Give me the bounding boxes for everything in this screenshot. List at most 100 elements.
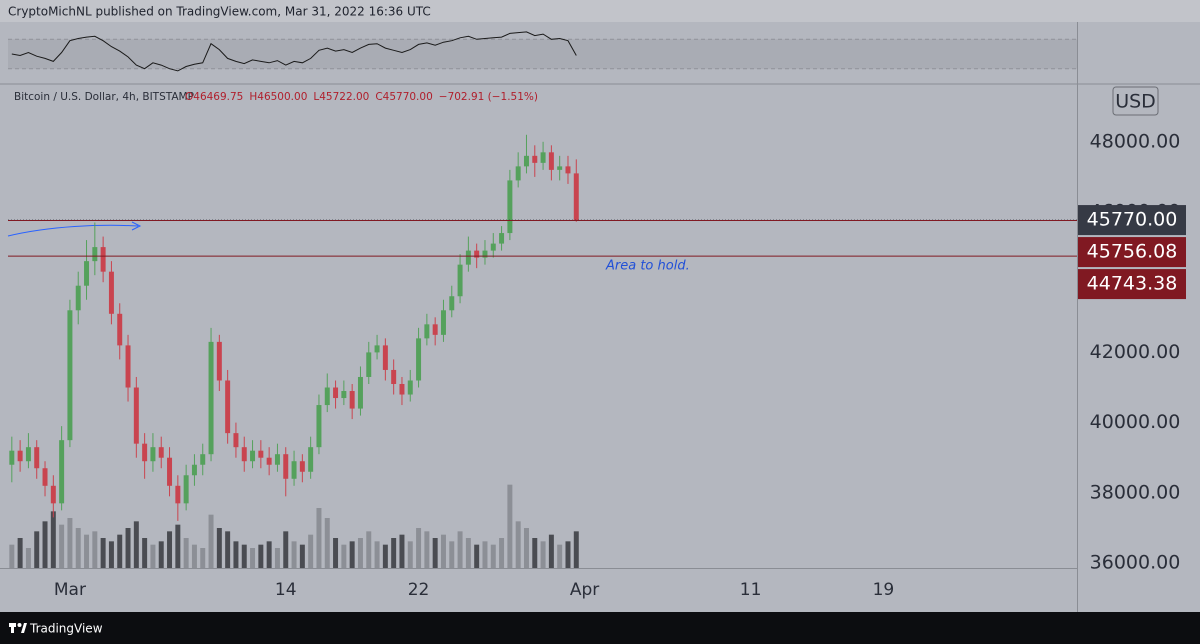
volume-bar xyxy=(25,548,31,568)
candle-body xyxy=(341,391,347,399)
volume-bar xyxy=(499,538,505,568)
volume-bar xyxy=(565,541,571,568)
candle-body xyxy=(216,341,222,381)
volume-bar xyxy=(75,528,81,568)
symbol: Bitcoin / U.S. Dollar, 4h, BITSTAMP xyxy=(14,91,194,103)
volume-bar xyxy=(432,538,438,568)
candle-body xyxy=(59,440,65,504)
volume-bar xyxy=(142,538,148,568)
candle-body xyxy=(167,457,173,486)
candle-body xyxy=(100,247,106,272)
candle-body xyxy=(133,387,139,444)
volume-bar xyxy=(42,521,48,568)
volume-bar xyxy=(167,531,173,568)
volume-bar xyxy=(216,528,222,568)
ohlc-legend: O46469.75 H46500.00 L45722.00 C45770.00 −702… xyxy=(185,91,538,103)
x-tick-label: 22 xyxy=(408,580,430,600)
footer-bar xyxy=(0,612,1200,644)
logo-part xyxy=(17,623,22,627)
candle-body xyxy=(407,380,413,395)
y-tick-label: 48000.00 xyxy=(1090,130,1181,152)
volume-bar xyxy=(349,541,355,568)
candle-body xyxy=(432,324,438,335)
volume-bar xyxy=(283,531,289,568)
volume-bar xyxy=(515,521,521,568)
arrow-head xyxy=(131,221,142,231)
volume-bar xyxy=(316,508,322,568)
candle-body xyxy=(399,383,405,395)
candle-body xyxy=(540,152,546,163)
candle-body xyxy=(233,433,239,448)
volume-bar xyxy=(158,541,164,568)
candle-body xyxy=(499,233,505,244)
candle-body xyxy=(507,180,513,234)
rsi-line xyxy=(11,31,577,72)
volume-bar xyxy=(258,544,264,568)
volume-bar xyxy=(50,511,56,568)
candle-body xyxy=(291,461,297,479)
volume-bar xyxy=(490,544,496,568)
volume-bar xyxy=(465,538,471,568)
price-label: 45756.08 xyxy=(1087,241,1178,263)
volume-bar xyxy=(117,534,123,568)
candle-body xyxy=(382,345,388,370)
rsi-band xyxy=(8,38,1077,70)
ohlc-value: O46469.75 xyxy=(185,91,243,103)
volume-bar xyxy=(416,528,422,568)
volume-bar xyxy=(100,538,106,568)
candle-body xyxy=(391,369,397,384)
x-tick-label: 11 xyxy=(740,580,762,600)
volume-bar xyxy=(59,524,65,568)
x-tick-label: Mar xyxy=(54,580,86,600)
candle-body xyxy=(416,338,422,381)
candle-body xyxy=(258,450,264,458)
candle-body xyxy=(573,173,579,221)
currency-box[interactable] xyxy=(1112,86,1159,116)
volume-bar xyxy=(540,541,546,568)
volume-bar xyxy=(424,531,430,568)
candle-body xyxy=(440,310,446,335)
candle-body xyxy=(208,341,214,455)
candle-body xyxy=(308,447,314,472)
price-label-box xyxy=(1078,205,1186,236)
candle-body xyxy=(17,450,23,462)
candle-body xyxy=(225,380,231,434)
volume-bar xyxy=(266,541,272,568)
footer-logo xyxy=(9,623,27,633)
candle-body xyxy=(274,454,280,465)
volume-bar xyxy=(324,518,330,568)
volume-bar xyxy=(34,531,40,568)
y-tick-label: 36000.00 xyxy=(1090,552,1181,574)
ohlc-value: C45770.00 xyxy=(375,91,432,103)
volume-bar xyxy=(274,548,280,568)
volume-bar xyxy=(133,521,139,568)
annotation: Area to hold. xyxy=(605,259,690,274)
volume-bar xyxy=(374,541,380,568)
candle-body xyxy=(424,324,430,339)
candle-body xyxy=(50,485,56,504)
volume-bar xyxy=(108,541,114,568)
candle-body xyxy=(548,152,554,170)
volume-bar xyxy=(84,534,90,568)
candle-body xyxy=(465,250,471,265)
candle-body xyxy=(158,447,164,458)
currency[interactable]: USD xyxy=(1115,91,1156,113)
volume-bar xyxy=(440,534,446,568)
volume-bar xyxy=(507,484,513,568)
volume-bar xyxy=(357,538,363,568)
footer-brand: TradingView xyxy=(29,622,103,636)
candle-body xyxy=(191,464,197,476)
candle-body xyxy=(324,387,330,406)
volume-bar xyxy=(200,548,206,568)
candle-body xyxy=(75,285,81,311)
ohlc-value: −702.91 (−1.51%) xyxy=(439,91,538,103)
candle-body xyxy=(125,345,131,388)
header-text: CryptoMichNL published on TradingView.co… xyxy=(8,5,431,19)
logo-part xyxy=(11,627,14,633)
candle-body xyxy=(565,166,571,174)
volume-bar xyxy=(233,541,239,568)
candle-body xyxy=(457,264,463,297)
